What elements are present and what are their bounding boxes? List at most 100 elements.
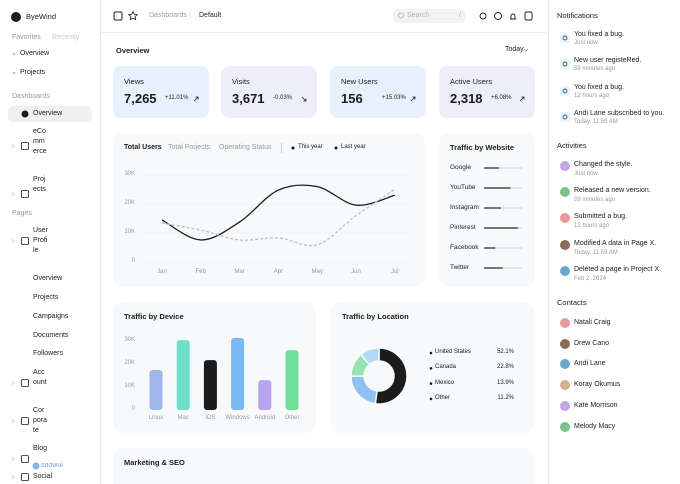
pie-slice [359,347,380,366]
activity-avatar [560,187,570,197]
nav-item[interactable]: Social [33,473,53,481]
category-label: Facebook [450,244,479,252]
contact-name[interactable]: Melody Macy [574,423,616,431]
stat-value: 3,671 [232,91,265,107]
x-tick-label: Apr [273,269,284,276]
x-tick-label: Windows [225,415,250,422]
nav-icon [21,379,29,387]
stat-label: Visits [232,77,250,87]
period-select[interactable]: Today [505,46,524,54]
contact-name[interactable]: Koray Okumus [574,381,621,389]
legend-dot [291,146,295,150]
notification-glyph [562,114,568,120]
nav-item[interactable]: Overview [33,110,63,118]
search-placeholder[interactable]: Search [407,12,430,20]
card-title: Traffic by Device [124,312,184,322]
tab[interactable]: Favorites [12,34,41,42]
star-icon[interactable] [127,10,139,21]
stat-change: +11.01% [165,95,189,102]
notification-time: 12 hours ago [574,93,610,100]
legend-dot [334,146,338,150]
section-title: Overview [116,46,150,56]
value-label: 52.1% [496,349,514,356]
activity-time: Today, 11:59 AM [574,249,618,256]
contact-avatar [560,339,570,349]
notification-time: 59 minutes ago [574,66,616,73]
history-icon[interactable] [494,12,502,20]
legend-dot [429,382,433,385]
nav-item[interactable]: Corporate [33,407,48,434]
bullet [12,52,16,56]
notification-glyph [562,88,568,94]
category-label: Instagram [450,204,479,212]
nav-item[interactable]: Blog [33,445,48,452]
activity-text: Deleted a page in Project X. [574,266,662,274]
contact-avatar [560,380,570,390]
trend-icon [193,96,199,102]
breadcrumb[interactable]: Dashboards [149,12,187,20]
value-label: 11.2% [497,394,514,401]
trend-icon [301,96,307,102]
watermark-logo [32,462,40,470]
chart-tab[interactable]: Operating Status [219,144,272,152]
bar [484,227,519,229]
nav-item[interactable]: Overview [20,50,50,58]
stat-label: New Users [341,77,378,87]
panel-toggle[interactable] [524,11,533,21]
nav-item[interactable]: Projects [20,69,46,77]
x-tick-label: Feb [195,269,206,276]
nav-item[interactable]: Projects [33,176,46,193]
notification-icon [560,86,570,96]
nav-item[interactable]: Overview [33,275,63,283]
panel-title: Notifications [557,11,598,21]
bar [484,187,511,189]
bell-icon[interactable] [510,13,516,20]
card [113,448,534,484]
x-tick-label: May [311,269,323,276]
breadcrumb: Default [199,12,222,20]
bar [484,247,496,249]
search-box[interactable] [393,9,466,23]
nav-item[interactable]: Projects [33,294,59,302]
chart-tab[interactable]: Total Projects [168,144,211,152]
nav-item[interactable]: Campaigns [33,313,69,321]
nav-item[interactable]: Documents [33,332,69,340]
nav-item[interactable]: Account [33,369,47,386]
sidebar-toggle[interactable] [113,11,123,21]
stat-card [113,66,209,118]
nav-item[interactable]: User Profile [33,227,48,254]
nav-icon [21,473,29,481]
bullet [12,71,16,75]
contact-name[interactable]: Andi Lane [574,360,606,368]
y-tick-label: 0 [131,258,135,265]
contact-avatar [560,359,570,369]
nav-item[interactable]: eCommerce [33,128,47,155]
chart-tab[interactable]: Total Users [124,144,162,152]
contact-name[interactable]: Natali Craig [574,319,611,327]
card-title: Traffic by Location [342,312,409,322]
legend-label: Other [435,394,451,401]
notification-text: Andi Lane subscribed to you. [574,110,665,118]
card-title: Marketing & SEO [124,458,185,468]
activity-text: Released a new version. [574,187,651,195]
x-tick-label: Mac [177,415,189,422]
nav-item[interactable]: Followers [33,350,63,358]
activity-time: 59 minutes ago [574,196,616,203]
chevron [523,48,529,52]
chevron [11,456,15,462]
y-tick-label: 0 [131,406,135,413]
bar [176,340,190,410]
tab[interactable]: Recently [52,34,80,42]
category-label: YouTube [450,184,476,192]
x-tick-label: Android [254,415,276,422]
contact-avatar [560,401,570,411]
contact-name[interactable]: Kate Morrison [574,402,618,410]
activity-time: Feb 2, 2024 [574,275,607,282]
activity-time: 12 hours ago [574,222,610,229]
notification-text: New user registeRed. [574,57,642,65]
theme-icon[interactable] [479,12,487,20]
activity-avatar [560,240,570,250]
activity-time: Just now [574,170,598,177]
contact-name[interactable]: Drew Cano [574,340,610,348]
